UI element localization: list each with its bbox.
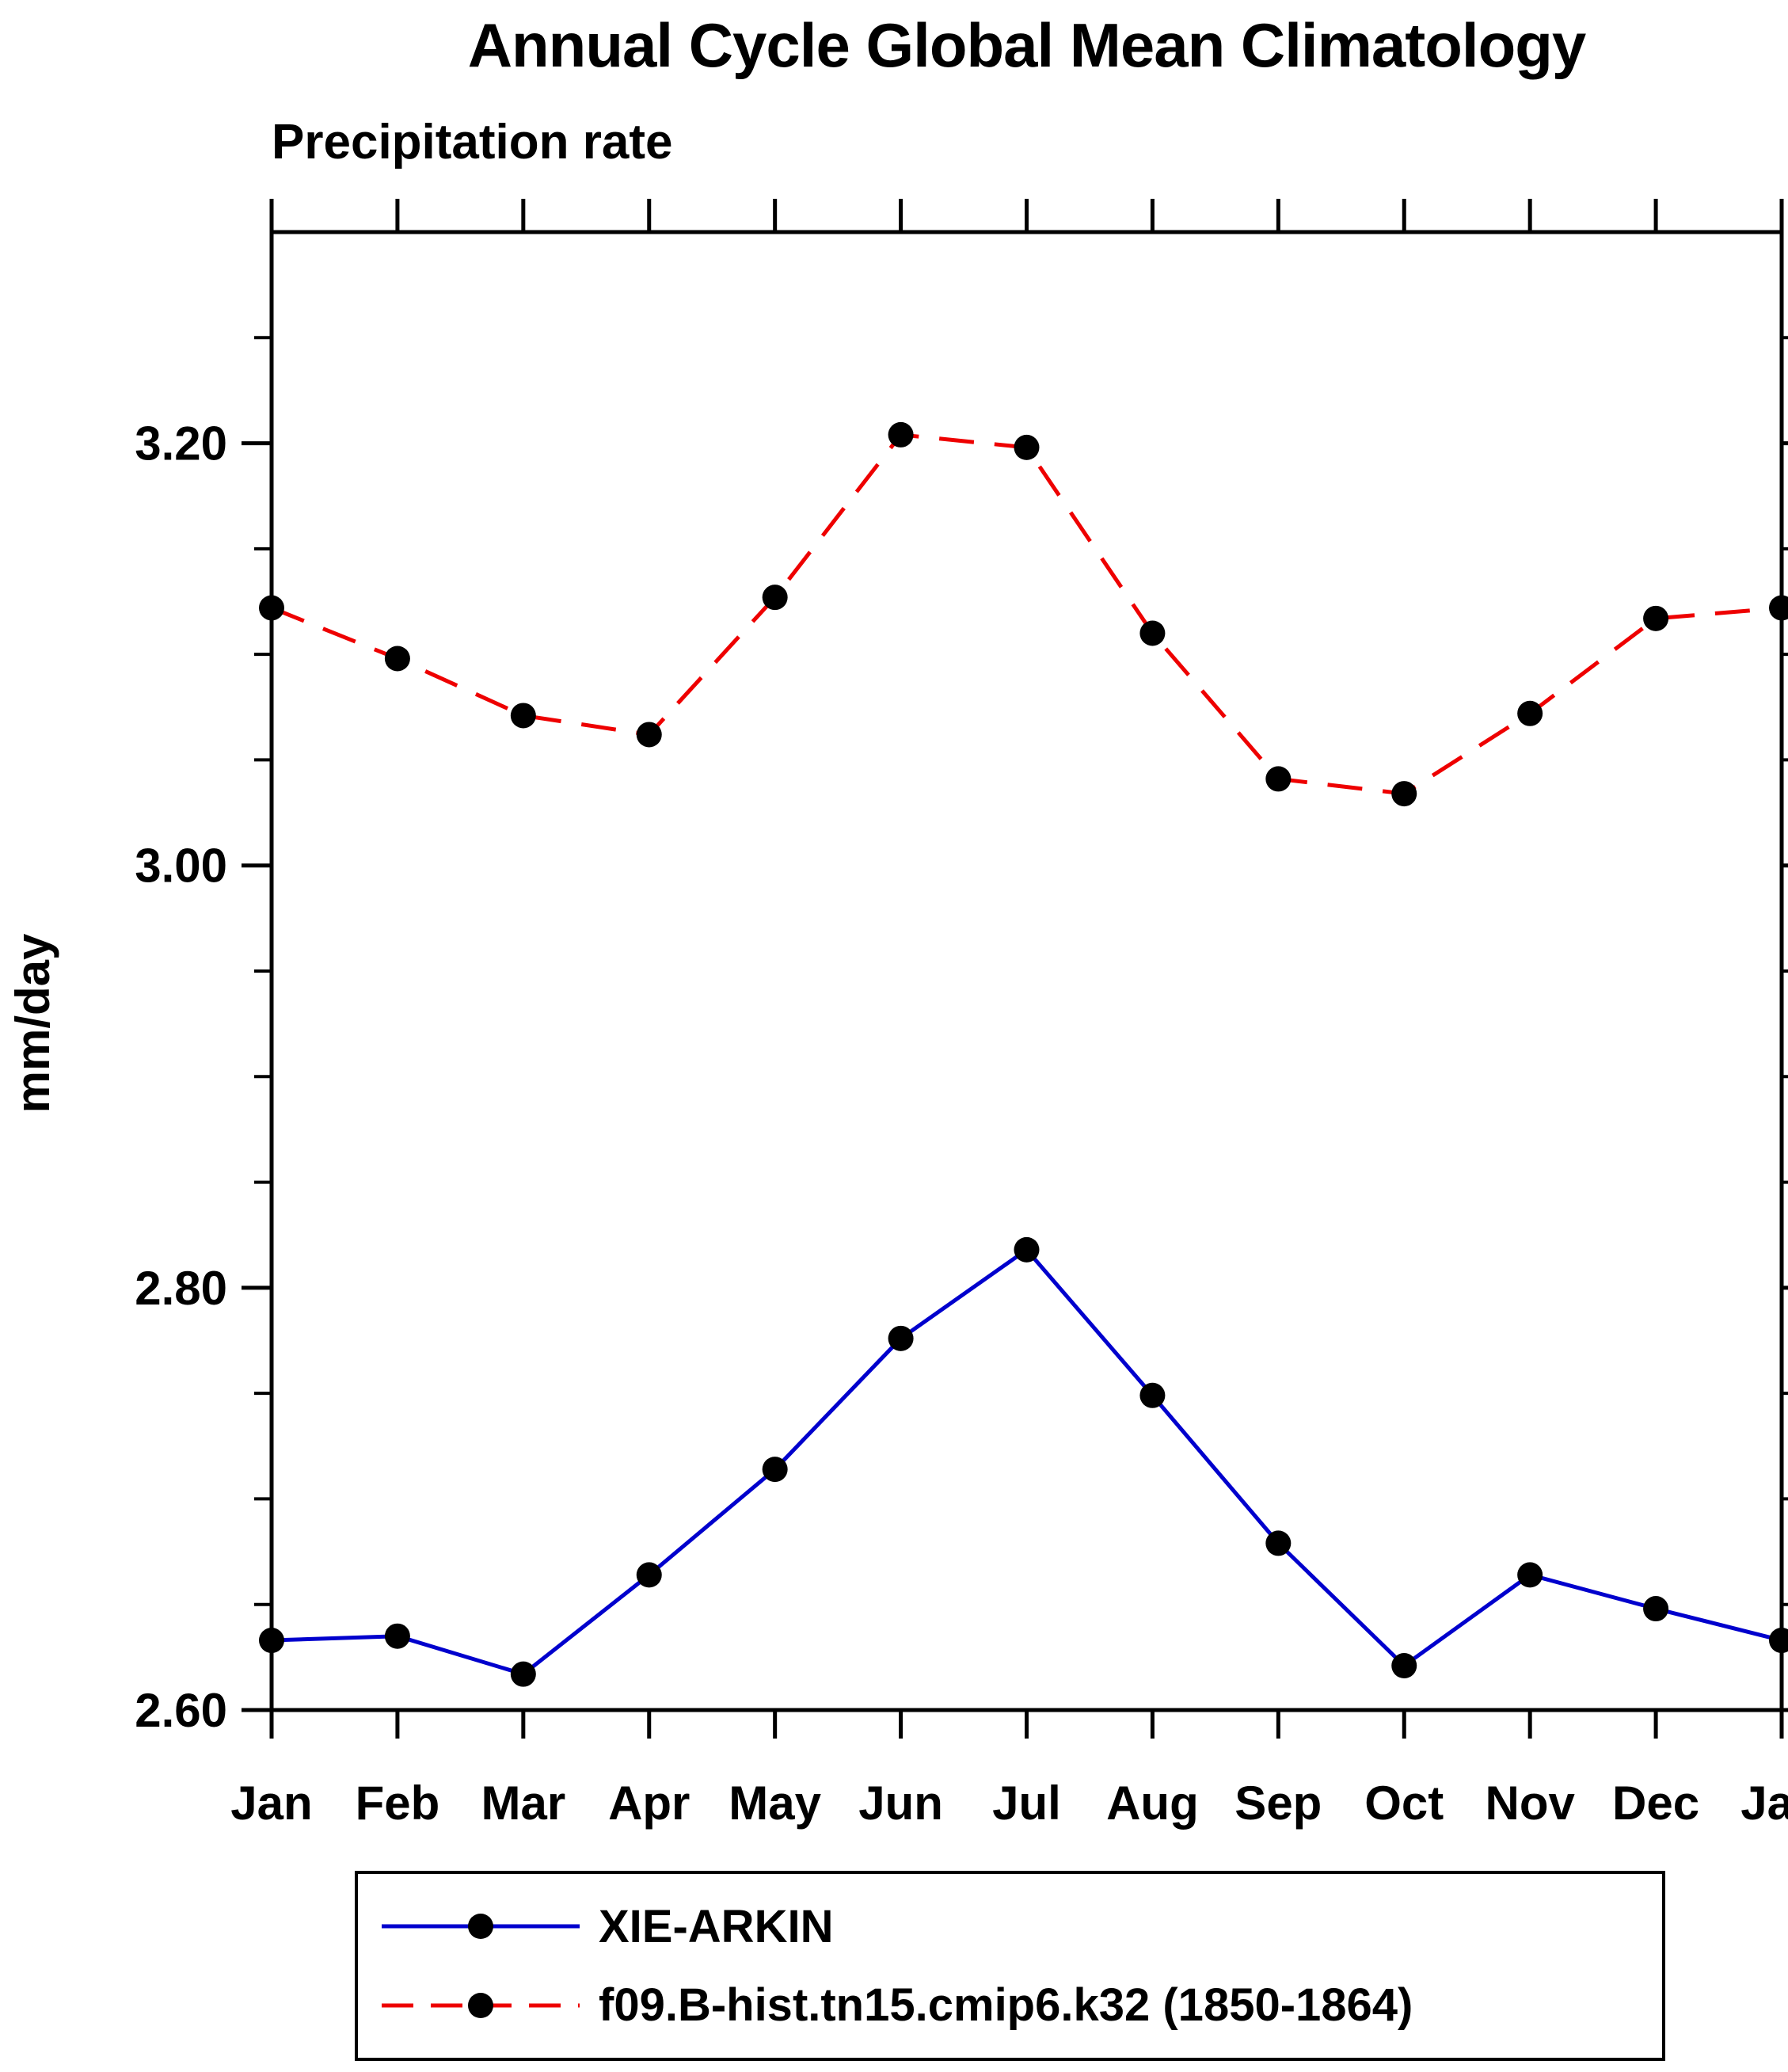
- y-tick-label: 3.00: [135, 840, 227, 893]
- y-tick-label: 2.80: [135, 1262, 227, 1315]
- x-tick-label: Jan: [230, 1777, 312, 1830]
- y-tick-label: 3.20: [135, 417, 227, 470]
- legend-label-model: f09.B-hist.tn15.cmip6.k32 (1850-1864): [599, 1979, 1413, 2032]
- x-tick-label: Mar: [481, 1777, 565, 1830]
- data-point-marker: [636, 722, 662, 748]
- x-tick-label: Apr: [608, 1777, 690, 1830]
- data-point-marker: [888, 421, 914, 448]
- data-point-marker: [762, 1457, 788, 1483]
- data-point-marker: [510, 703, 536, 729]
- data-point-marker: [259, 595, 284, 621]
- chart-subtitle: Precipitation rate: [272, 115, 673, 169]
- plot-frame: [269, 230, 1784, 1712]
- data-point-marker: [1769, 595, 1788, 621]
- data-point-marker: [1643, 605, 1669, 631]
- data-point-marker: [1643, 1596, 1669, 1622]
- data-point-marker: [1391, 1653, 1417, 1679]
- data-point-marker: [1769, 1628, 1788, 1654]
- data-point-marker: [384, 646, 410, 672]
- legend: XIE-ARKIN f09.B-hist.tn15.cmip6.k32 (185…: [355, 1871, 1665, 2061]
- data-point-marker: [636, 1562, 662, 1588]
- legend-item-xie-arkin: XIE-ARKIN: [382, 1900, 1662, 1953]
- plot-area: 2.60 2.80 3.00 3.20 Jan Feb Mar Apr May Jun Jul Aug…: [6, 199, 1788, 1830]
- legend-dashed-line-icon: [382, 1992, 580, 2018]
- x-tick-label: Oct: [1364, 1777, 1444, 1830]
- chart-title: Annual Cycle Global Mean Climatology: [467, 10, 1587, 80]
- data-point-marker: [762, 585, 788, 611]
- series-line-0: [271, 1247, 1782, 1677]
- data-point-marker: [888, 1325, 914, 1351]
- x-tick-label: Jan: [1740, 1777, 1788, 1830]
- data-point-marker: [1265, 1530, 1292, 1556]
- x-tick-label: Sep: [1234, 1777, 1322, 1830]
- y-tick-label: 2.60: [135, 1684, 227, 1737]
- legend-label-xie-arkin: XIE-ARKIN: [599, 1900, 834, 1952]
- data-point-marker: [1517, 1562, 1543, 1588]
- data-point-marker: [1265, 766, 1292, 792]
- x-tick-label: Aug: [1106, 1777, 1199, 1830]
- data-point-marker: [1517, 700, 1543, 726]
- data-point-marker: [259, 1628, 284, 1654]
- legend-solid-line-icon: [382, 1914, 580, 1940]
- x-tick-label: Jul: [992, 1777, 1061, 1830]
- data-point-marker: [1391, 781, 1417, 807]
- data-point-marker: [510, 1661, 536, 1687]
- data-point-marker: [1014, 434, 1040, 460]
- y-axis-label: mm/day: [6, 933, 59, 1113]
- x-tick-label: May: [729, 1777, 821, 1830]
- series-line-1: [271, 432, 1782, 796]
- data-point-marker: [1139, 1382, 1166, 1408]
- x-tick-label: Feb: [356, 1777, 440, 1830]
- x-tick-label: Jun: [858, 1777, 943, 1830]
- x-tick-label: Dec: [1612, 1777, 1699, 1830]
- data-point-marker: [384, 1623, 410, 1649]
- legend-item-model: f09.B-hist.tn15.cmip6.k32 (1850-1864): [382, 1979, 1662, 2032]
- data-point-marker: [1139, 620, 1166, 646]
- data-point-marker: [1014, 1236, 1040, 1263]
- x-tick-label: Nov: [1485, 1777, 1575, 1830]
